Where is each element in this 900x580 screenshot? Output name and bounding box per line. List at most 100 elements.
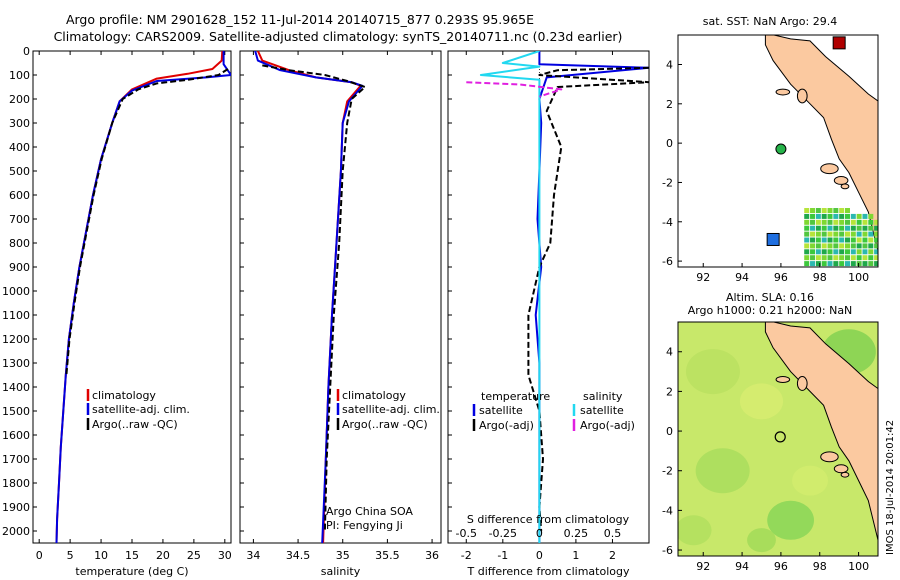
series-line-salinity-satellite [479,51,541,543]
map-frame [677,321,879,557]
sst-pixel [856,243,862,249]
legend-label: Argo(..raw -QC) [92,418,178,431]
map-frame [677,34,879,268]
sst-pixel [868,225,874,231]
sst-pixel [810,213,816,219]
sst-pixel [868,249,874,255]
legend-label: climatology [342,389,406,402]
y-tick-label: 1900 [2,501,30,514]
x-tick-label: 15 [125,549,139,562]
y-tick-label: 500 [9,165,30,178]
land-island [833,464,849,474]
y-tick-label: 1100 [2,309,30,322]
x-tick-label: 20 [156,549,170,562]
sst-pixel [804,219,810,225]
sst-pixel [827,231,833,237]
land-sumatra [764,322,878,543]
y-tick-label: 400 [9,141,30,154]
sst-pixel [868,219,874,225]
sst-pixel [827,219,833,225]
sst-pixel [850,243,856,249]
x-tick-label: 98 [813,271,827,284]
sst-pixel [856,231,862,237]
sst-pixel [874,249,878,255]
sst-pixel [850,255,856,261]
sst-pixel [821,243,827,249]
y-tick-label: 1000 [2,285,30,298]
y-tick-label: 900 [9,261,30,274]
sst-pixel [850,225,856,231]
y-tick-label: 1500 [2,405,30,418]
sst-pixel [810,243,816,249]
x-tick-label: 34.5 [286,549,311,562]
x-tick-label: 36 [425,549,439,562]
series-group [254,51,367,543]
series-line-satellite-adj-clim- [254,51,364,543]
sst-pixel [833,208,839,214]
land-island [775,88,791,96]
legend-label: climatology [92,389,156,402]
argo-position-marker [774,431,786,443]
annotation-line2: PI: Fengying Ji [326,519,403,532]
x-tick-label: 0 [536,549,543,562]
sst-map-title: sat. SST: NaN Argo: 29.4 [703,15,837,28]
map-marker-square [832,36,846,50]
legend-label: satellite-adj. clim. [342,403,440,416]
land-island [840,471,850,478]
y-tick-label: 2 [666,385,673,398]
sst-pixel [868,237,874,243]
land-island [775,376,791,383]
x-tick-label: 10 [94,549,108,562]
sst-pixel [821,231,827,237]
sst-pixel [804,225,810,231]
series-line-salinity-argo-adj- [466,81,563,98]
legend-label: salinity [583,390,623,403]
x-tick-label: 100 [848,271,869,284]
y-tick-label: -6 [662,255,673,268]
y-tick-label: -4 [662,504,673,517]
imos-stamp: IMOS 18-Jul-2014 20:01:42 [885,420,896,555]
sst-pixel [856,255,862,261]
x-tick-label: 94 [735,560,749,573]
plot-frame [239,50,442,544]
x-tick-label: 92 [696,560,710,573]
sst-pixel [833,243,839,249]
sst-pixel [844,231,850,237]
sla-blob [685,349,740,395]
sst-pixel [839,261,845,267]
y-tick-label: -2 [662,176,673,189]
s-axis-label: S difference from climatology [467,513,630,526]
sst-pixel [815,219,821,225]
sst-pixel [839,249,845,255]
y-tick-label: -4 [662,216,673,229]
x-tick-label: 96 [774,560,788,573]
temperature-panel: 0 5 10 15 20 25 30 temperature (deg C) 0 100 200 30… [2,45,232,578]
s-tick-label: -0.25 [489,527,517,540]
x-tick-label: 0 [36,549,43,562]
land-island [840,183,850,190]
legend-label: Argo(..raw -QC) [342,418,428,431]
header-line2: Climatology: CARS2009. Satellite-adjuste… [54,29,623,44]
x-tick-label: 98 [813,560,827,573]
sst-pixel [844,213,850,219]
series-line-argo-raw-qc- [65,68,229,376]
sst-pixel [862,261,868,267]
x-axis-label: T difference from climatology [467,565,630,578]
sst-pixel [804,255,810,261]
land-island [820,163,839,175]
sst-pixel [856,261,862,267]
sst-pixel [868,255,874,261]
sst-pixel [827,237,833,243]
sst-pixel [810,255,816,261]
sst-pixel [844,219,850,225]
sst-pixel [833,219,839,225]
sla-map-panel: 92 94 96 98 100 -6 -4 -2 0 2 4 [662,321,879,573]
sst-pixel [839,255,845,261]
sla-map-title: Altim. SLA: 0.16 [726,291,814,304]
sst-pixel [833,237,839,243]
legend-label: satellite-adj. clim. [92,403,190,416]
sst-pixel [839,237,845,243]
y-tick-label: 0 [666,137,673,150]
sst-pixel [874,237,878,243]
sst-pixel [844,261,850,267]
